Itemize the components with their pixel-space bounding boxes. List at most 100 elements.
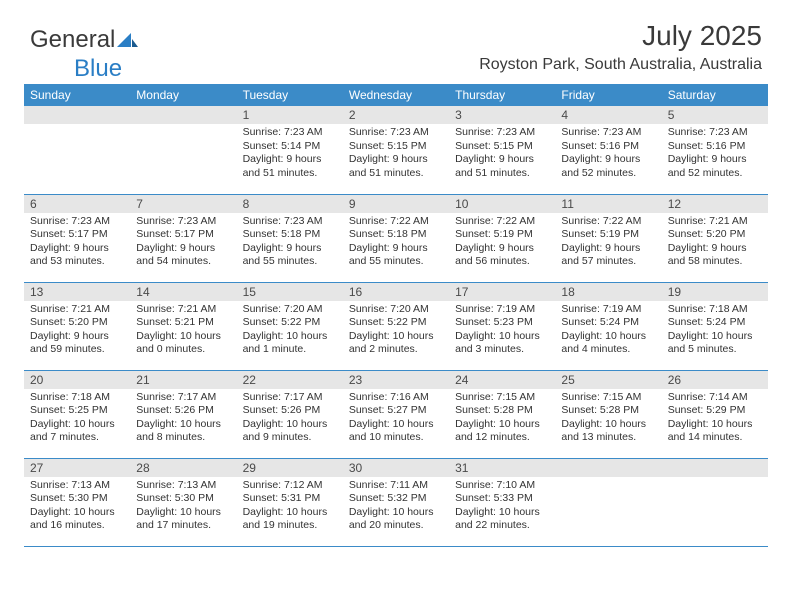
day-number: 24 <box>449 371 555 389</box>
calendar-row: 6Sunrise: 7:23 AMSunset: 5:17 PMDaylight… <box>24 194 768 282</box>
day-content: Sunrise: 7:10 AMSunset: 5:33 PMDaylight:… <box>449 477 555 538</box>
calendar-table: SundayMondayTuesdayWednesdayThursdayFrid… <box>24 84 768 547</box>
day-content: Sunrise: 7:19 AMSunset: 5:24 PMDaylight:… <box>555 301 661 362</box>
day-content: Sunrise: 7:13 AMSunset: 5:30 PMDaylight:… <box>130 477 236 538</box>
location: Royston Park, South Australia, Australia <box>479 56 762 74</box>
calendar-row: 13Sunrise: 7:21 AMSunset: 5:20 PMDayligh… <box>24 282 768 370</box>
day-content: Sunrise: 7:23 AMSunset: 5:17 PMDaylight:… <box>130 213 236 274</box>
calendar-cell <box>130 106 236 194</box>
calendar-cell: 11Sunrise: 7:22 AMSunset: 5:19 PMDayligh… <box>555 194 661 282</box>
weekday-header: Thursday <box>449 84 555 106</box>
header-right: July 2025 Royston Park, South Australia,… <box>479 20 762 74</box>
day-content: Sunrise: 7:14 AMSunset: 5:29 PMDaylight:… <box>662 389 768 450</box>
day-content: Sunrise: 7:20 AMSunset: 5:22 PMDaylight:… <box>237 301 343 362</box>
day-number: 15 <box>237 283 343 301</box>
calendar-cell: 1Sunrise: 7:23 AMSunset: 5:14 PMDaylight… <box>237 106 343 194</box>
day-number: 16 <box>343 283 449 301</box>
month-title: July 2025 <box>479 20 762 52</box>
day-content: Sunrise: 7:19 AMSunset: 5:23 PMDaylight:… <box>449 301 555 362</box>
calendar-cell: 12Sunrise: 7:21 AMSunset: 5:20 PMDayligh… <box>662 194 768 282</box>
calendar-row: 1Sunrise: 7:23 AMSunset: 5:14 PMDaylight… <box>24 106 768 194</box>
calendar-cell: 28Sunrise: 7:13 AMSunset: 5:30 PMDayligh… <box>130 458 236 546</box>
day-content: Sunrise: 7:16 AMSunset: 5:27 PMDaylight:… <box>343 389 449 450</box>
day-content: Sunrise: 7:23 AMSunset: 5:17 PMDaylight:… <box>24 213 130 274</box>
day-number: 30 <box>343 459 449 477</box>
day-number-empty <box>130 106 236 124</box>
calendar-cell: 8Sunrise: 7:23 AMSunset: 5:18 PMDaylight… <box>237 194 343 282</box>
day-content: Sunrise: 7:11 AMSunset: 5:32 PMDaylight:… <box>343 477 449 538</box>
weekday-header: Friday <box>555 84 661 106</box>
calendar-cell: 24Sunrise: 7:15 AMSunset: 5:28 PMDayligh… <box>449 370 555 458</box>
day-content: Sunrise: 7:17 AMSunset: 5:26 PMDaylight:… <box>237 389 343 450</box>
day-number: 21 <box>130 371 236 389</box>
weekday-header: Saturday <box>662 84 768 106</box>
day-number: 5 <box>662 106 768 124</box>
weekday-header: Monday <box>130 84 236 106</box>
calendar-cell: 20Sunrise: 7:18 AMSunset: 5:25 PMDayligh… <box>24 370 130 458</box>
day-number: 14 <box>130 283 236 301</box>
calendar-cell: 15Sunrise: 7:20 AMSunset: 5:22 PMDayligh… <box>237 282 343 370</box>
calendar-cell: 4Sunrise: 7:23 AMSunset: 5:16 PMDaylight… <box>555 106 661 194</box>
calendar-cell: 22Sunrise: 7:17 AMSunset: 5:26 PMDayligh… <box>237 370 343 458</box>
calendar-cell: 18Sunrise: 7:19 AMSunset: 5:24 PMDayligh… <box>555 282 661 370</box>
calendar-cell: 29Sunrise: 7:12 AMSunset: 5:31 PMDayligh… <box>237 458 343 546</box>
day-content: Sunrise: 7:17 AMSunset: 5:26 PMDaylight:… <box>130 389 236 450</box>
day-content: Sunrise: 7:23 AMSunset: 5:14 PMDaylight:… <box>237 124 343 185</box>
day-number: 9 <box>343 195 449 213</box>
calendar-cell: 9Sunrise: 7:22 AMSunset: 5:18 PMDaylight… <box>343 194 449 282</box>
day-number: 29 <box>237 459 343 477</box>
day-content: Sunrise: 7:23 AMSunset: 5:15 PMDaylight:… <box>343 124 449 185</box>
calendar-cell: 5Sunrise: 7:23 AMSunset: 5:16 PMDaylight… <box>662 106 768 194</box>
day-number: 3 <box>449 106 555 124</box>
day-number: 10 <box>449 195 555 213</box>
day-content: Sunrise: 7:18 AMSunset: 5:25 PMDaylight:… <box>24 389 130 450</box>
day-content: Sunrise: 7:22 AMSunset: 5:19 PMDaylight:… <box>555 213 661 274</box>
day-number: 27 <box>24 459 130 477</box>
day-number: 19 <box>662 283 768 301</box>
day-content: Sunrise: 7:12 AMSunset: 5:31 PMDaylight:… <box>237 477 343 538</box>
calendar-cell: 17Sunrise: 7:19 AMSunset: 5:23 PMDayligh… <box>449 282 555 370</box>
day-number: 28 <box>130 459 236 477</box>
day-number: 31 <box>449 459 555 477</box>
logo-sail-icon <box>117 27 139 55</box>
day-number-empty <box>662 459 768 477</box>
calendar-cell: 16Sunrise: 7:20 AMSunset: 5:22 PMDayligh… <box>343 282 449 370</box>
calendar-cell: 19Sunrise: 7:18 AMSunset: 5:24 PMDayligh… <box>662 282 768 370</box>
calendar-cell: 31Sunrise: 7:10 AMSunset: 5:33 PMDayligh… <box>449 458 555 546</box>
day-content: Sunrise: 7:23 AMSunset: 5:16 PMDaylight:… <box>662 124 768 185</box>
day-content: Sunrise: 7:23 AMSunset: 5:18 PMDaylight:… <box>237 213 343 274</box>
calendar-cell: 14Sunrise: 7:21 AMSunset: 5:21 PMDayligh… <box>130 282 236 370</box>
calendar-cell: 6Sunrise: 7:23 AMSunset: 5:17 PMDaylight… <box>24 194 130 282</box>
day-number: 6 <box>24 195 130 213</box>
day-number: 1 <box>237 106 343 124</box>
day-number-empty <box>555 459 661 477</box>
weekday-header: Wednesday <box>343 84 449 106</box>
day-number: 13 <box>24 283 130 301</box>
day-content: Sunrise: 7:18 AMSunset: 5:24 PMDaylight:… <box>662 301 768 362</box>
logo-text-general: General <box>30 26 115 53</box>
day-content: Sunrise: 7:15 AMSunset: 5:28 PMDaylight:… <box>449 389 555 450</box>
day-number: 25 <box>555 371 661 389</box>
calendar-cell: 30Sunrise: 7:11 AMSunset: 5:32 PMDayligh… <box>343 458 449 546</box>
day-content: Sunrise: 7:13 AMSunset: 5:30 PMDaylight:… <box>24 477 130 538</box>
calendar-cell: 25Sunrise: 7:15 AMSunset: 5:28 PMDayligh… <box>555 370 661 458</box>
day-content: Sunrise: 7:21 AMSunset: 5:20 PMDaylight:… <box>662 213 768 274</box>
calendar-cell: 23Sunrise: 7:16 AMSunset: 5:27 PMDayligh… <box>343 370 449 458</box>
day-number: 8 <box>237 195 343 213</box>
logo: General Blue <box>30 26 139 83</box>
calendar-cell <box>555 458 661 546</box>
calendar-cell: 26Sunrise: 7:14 AMSunset: 5:29 PMDayligh… <box>662 370 768 458</box>
day-number: 20 <box>24 371 130 389</box>
day-number: 7 <box>130 195 236 213</box>
calendar-cell: 13Sunrise: 7:21 AMSunset: 5:20 PMDayligh… <box>24 282 130 370</box>
calendar-cell <box>662 458 768 546</box>
day-content: Sunrise: 7:21 AMSunset: 5:20 PMDaylight:… <box>24 301 130 362</box>
day-number: 18 <box>555 283 661 301</box>
calendar-cell <box>24 106 130 194</box>
calendar-cell: 10Sunrise: 7:22 AMSunset: 5:19 PMDayligh… <box>449 194 555 282</box>
day-number: 2 <box>343 106 449 124</box>
day-content: Sunrise: 7:23 AMSunset: 5:15 PMDaylight:… <box>449 124 555 185</box>
day-content: Sunrise: 7:22 AMSunset: 5:19 PMDaylight:… <box>449 213 555 274</box>
day-number: 4 <box>555 106 661 124</box>
weekday-header: Tuesday <box>237 84 343 106</box>
